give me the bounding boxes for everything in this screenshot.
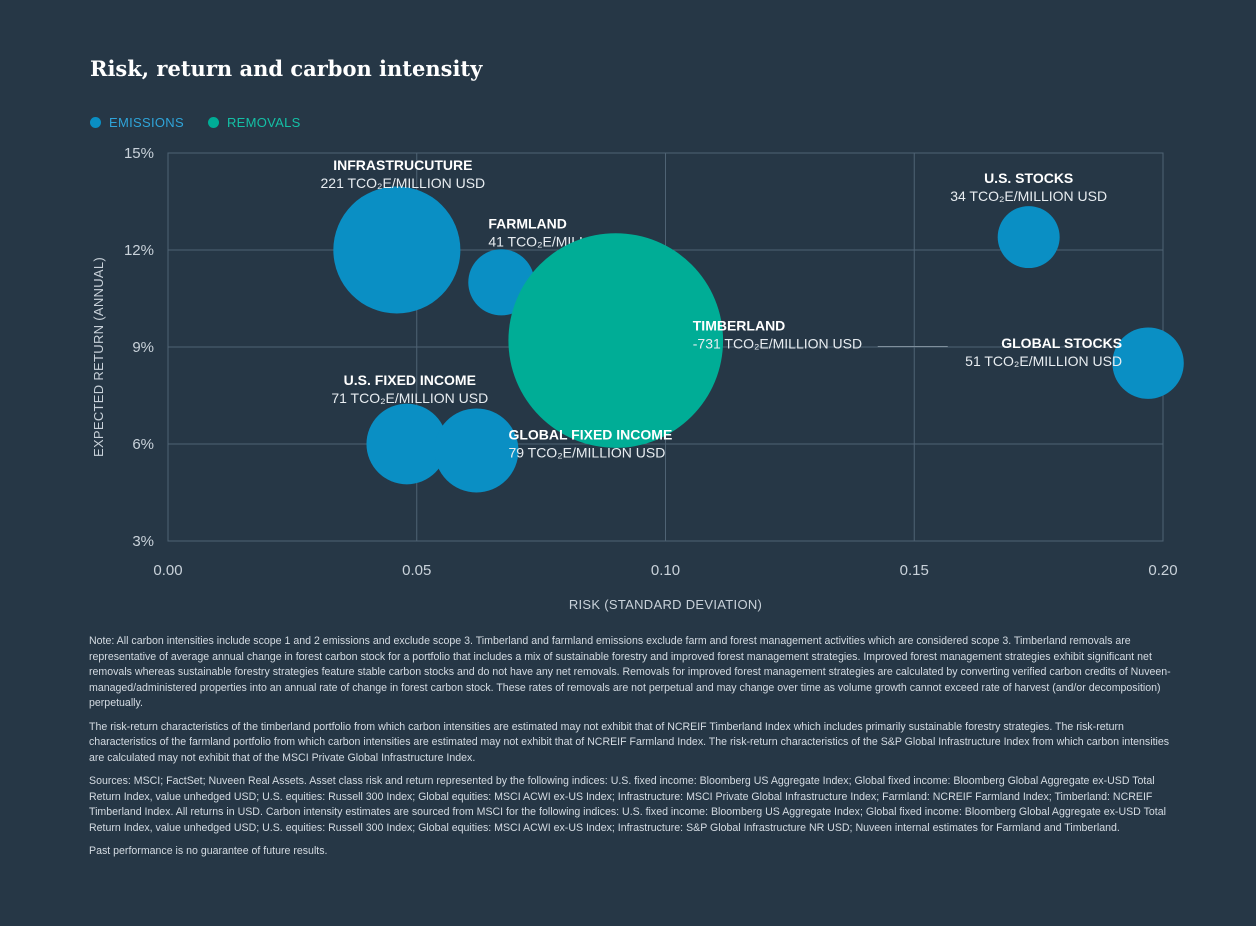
bubble — [434, 408, 519, 493]
y-tick-label: 3% — [132, 533, 154, 550]
y-tick-label: 6% — [132, 436, 154, 453]
chart-title: Risk, return and carbon intensity — [90, 56, 483, 81]
legend-removals-label: REMOVALS — [226, 115, 301, 130]
point-value-label: 51 TCO₂E/MILLION USD — [965, 353, 1122, 369]
y-axis-label: EXPECTED RETURN (ANNUAL) — [91, 257, 106, 457]
legend-item-emissions: EMISSIONS — [90, 115, 184, 130]
sources-paragraph: Sources: MSCI; FactSet; Nuveen Real Asse… — [89, 775, 1166, 834]
x-axis-label: RISK (STANDARD DEVIATION) — [569, 597, 762, 612]
legend-removals-swatch — [207, 117, 219, 128]
point-value-label: 221 TCO₂E/MILLION USD — [321, 175, 486, 191]
point-value-label: 79 TCO₂E/MILLION USD — [508, 444, 665, 460]
x-tick-label: 0.05 — [402, 562, 431, 579]
bubble — [366, 403, 448, 485]
point-name-label: TIMBERLAND — [693, 318, 786, 334]
footnotes: Note: All carbon intensities include sco… — [89, 634, 1174, 868]
point-value-label: 34 TCO₂E/MILLION USD — [950, 188, 1107, 204]
bubble — [508, 233, 724, 448]
bubble-chart: 0.00 0.05 0.10 0.15 0.20 3% 6% 9% 12% 15% RISK (ST… — [91, 145, 1184, 612]
x-tick-label: 0.20 — [1148, 562, 1177, 579]
point-name-label: U.S. STOCKS — [984, 170, 1073, 186]
legend-item-removals: REMOVALS — [207, 115, 301, 130]
bubble — [1112, 327, 1184, 399]
note-paragraph: Note: All carbon intensities include sco… — [89, 635, 1171, 709]
legend: EMISSIONS REMOVALS — [90, 115, 301, 130]
legend-emissions-swatch — [90, 117, 101, 128]
x-tick-label: 0.00 — [153, 562, 182, 579]
legend-emissions-label: EMISSIONS — [109, 115, 184, 130]
bubble — [333, 186, 461, 314]
x-tick-label: 0.15 — [900, 562, 929, 579]
disclaimer-paragraph: Past performance is no guarantee of futu… — [89, 845, 328, 857]
y-tick-label: 12% — [124, 242, 154, 259]
bubble — [997, 206, 1060, 269]
point-name-label: GLOBAL FIXED INCOME — [508, 426, 672, 442]
x-tick-label: 0.10 — [651, 562, 680, 579]
y-tick-label: 15% — [124, 145, 154, 162]
point-name-label: INFRASTRUCUTURE — [333, 157, 472, 173]
point-name-label: GLOBAL STOCKS — [1001, 335, 1122, 351]
point-name-label: FARMLAND — [488, 215, 567, 231]
point-name-label: U.S. FIXED INCOME — [344, 372, 476, 388]
risk-return-paragraph: The risk-return characteristics of the t… — [89, 720, 1170, 764]
y-tick-label: 9% — [132, 339, 154, 356]
point-value-label: 71 TCO₂E/MILLION USD — [331, 390, 488, 406]
point-value-label: -731 TCO₂E/MILLION USD — [693, 336, 862, 352]
